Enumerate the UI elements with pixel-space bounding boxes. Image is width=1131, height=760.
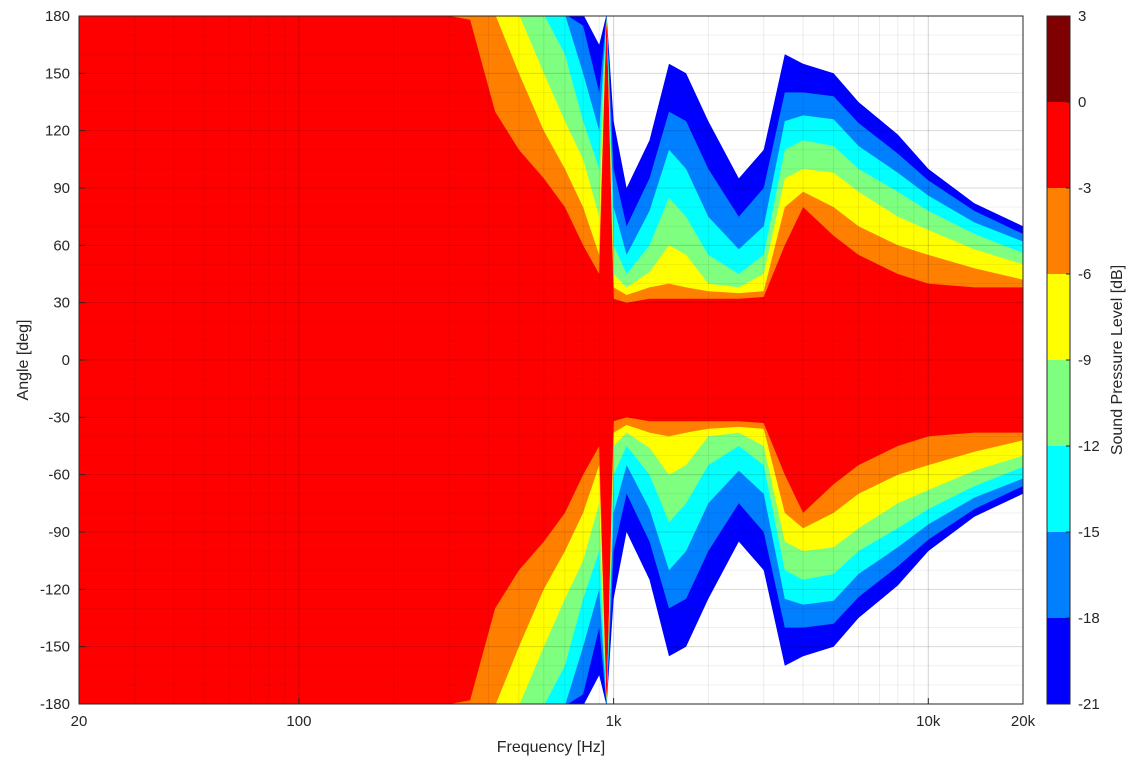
contour-region-minus18-lower xyxy=(79,486,1023,704)
y-tick-label: 90 xyxy=(53,180,70,197)
colorbar-tick-label: 3 xyxy=(1078,8,1086,25)
y-tick-label: 120 xyxy=(45,123,70,140)
y-tick-label: -60 xyxy=(48,467,70,484)
y-tick-label: 180 xyxy=(45,8,70,25)
x-axis-ticks: 20 100 1k 10k 20k xyxy=(71,698,1036,730)
colorbar-tick-label: 0 xyxy=(1078,94,1086,111)
y-tick-label: -150 xyxy=(40,639,70,656)
colorbar: 3 0 -3 -6 -9 -12 -15 -18 -21 xyxy=(1046,8,1100,713)
colorbar-tick-label: -21 xyxy=(1078,696,1100,713)
colorbar-band xyxy=(1047,532,1070,618)
y-tick-label: -120 xyxy=(40,581,70,598)
colorbar-band xyxy=(1047,188,1070,274)
y-tick-label: 0 xyxy=(62,352,70,369)
colorbar-tick-label: -18 xyxy=(1078,610,1100,627)
y-tick-label: -90 xyxy=(48,524,70,541)
y-tick-label: 60 xyxy=(53,237,70,254)
colorbar-tick-label: -9 xyxy=(1078,352,1091,369)
colorbar-band xyxy=(1047,102,1070,188)
colorbar-band xyxy=(1047,618,1070,704)
colorbar-band xyxy=(1047,360,1070,446)
grid-lines xyxy=(79,16,1023,704)
y-tick-label: -30 xyxy=(48,409,70,426)
colorbar-band xyxy=(1047,446,1070,532)
y-tick-label: 150 xyxy=(45,65,70,82)
y-tick-label: -180 xyxy=(40,696,70,713)
contour-region-minus21-lower xyxy=(79,493,1023,704)
x-tick-label: 1k xyxy=(606,713,622,730)
contour-region-minus18-upper xyxy=(79,16,1023,234)
x-tick-label: 100 xyxy=(286,713,311,730)
colorbar-tick-label: -3 xyxy=(1078,180,1091,197)
colorbar-band xyxy=(1047,16,1070,102)
y-axis-ticks: 180 150 120 90 60 30 0 -30 -60 -90 -120 -150 -180 xyxy=(40,8,85,713)
y-axis-label: Angle [deg] xyxy=(15,320,32,401)
x-tick-label: 20k xyxy=(1011,713,1036,730)
colorbar-tick-label: -15 xyxy=(1078,524,1100,541)
y-tick-label: 30 xyxy=(53,295,70,312)
x-axis-label: Frequency [Hz] xyxy=(497,739,605,756)
colorbar-label: Sound Pressure Level [dB] xyxy=(1109,265,1126,455)
colorbar-tick-label: -6 xyxy=(1078,266,1091,283)
colorbar-tick-label: -12 xyxy=(1078,438,1100,455)
contour-region-minus21-upper xyxy=(79,16,1023,227)
colorbar-band xyxy=(1047,274,1070,360)
contour-fill xyxy=(79,16,1023,704)
x-tick-label: 20 xyxy=(71,713,88,730)
x-tick-label: 10k xyxy=(916,713,941,730)
